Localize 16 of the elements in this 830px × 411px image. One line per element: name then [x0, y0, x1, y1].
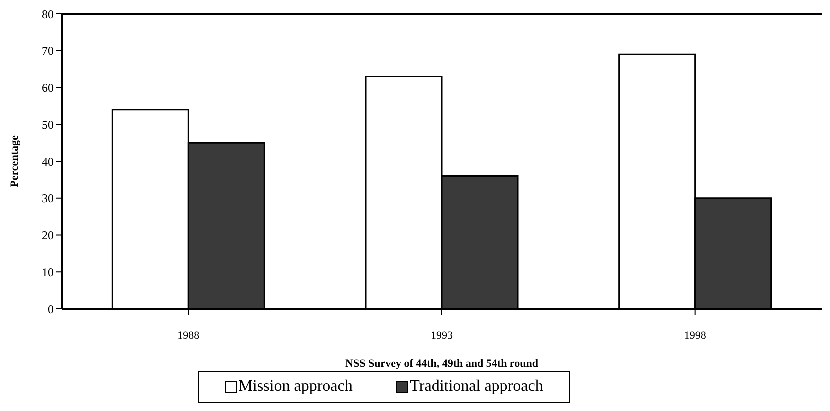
x-tick-label: 1988: [178, 330, 200, 342]
y-tick-label: 30: [42, 192, 54, 206]
legend-label: Mission approach: [238, 378, 353, 396]
y-tick-label: 20: [42, 228, 54, 243]
y-tick-label: 40: [42, 154, 54, 169]
y-tick-label: 50: [42, 118, 54, 132]
x-tick-label: 1993: [431, 330, 454, 342]
y-tick-label: 60: [42, 81, 54, 96]
y-tick-label: 0: [48, 302, 54, 316]
y-tick-label: 80: [42, 7, 54, 22]
y-axis-title: Percentage: [8, 136, 21, 188]
x-axis-title: NSS Survey of 44th, 49th and 54th round: [346, 358, 538, 370]
y-tick-label: 10: [42, 265, 54, 280]
y-tick-label: 70: [42, 44, 54, 58]
legend-label: Traditional approach: [409, 378, 544, 396]
x-tick-label: 1998: [684, 330, 707, 342]
